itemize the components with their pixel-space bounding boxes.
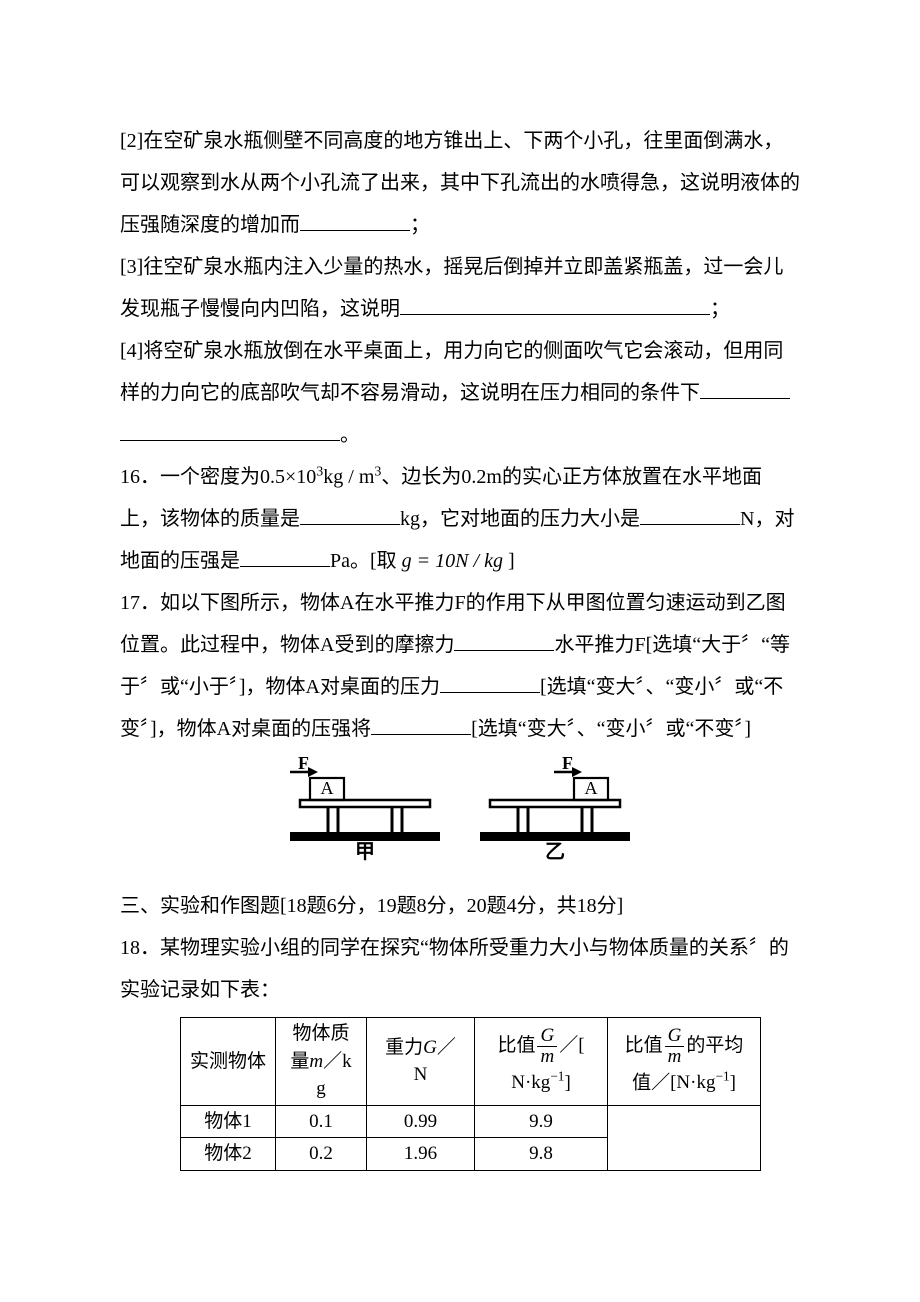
th-ratio-unit: N·kg−1 [511, 1072, 564, 1093]
table-row: 物体1 0.1 0.99 9.9 [181, 1105, 761, 1138]
q16-g-expr-text: g = 10N / kg [402, 550, 503, 572]
th-mass-l3: g [316, 1078, 326, 1099]
q16-density-num: 0.5×10 [260, 466, 316, 488]
diagram-label-F: F [298, 754, 309, 773]
blank [440, 673, 540, 693]
th-avg-close: ] [730, 1072, 736, 1093]
diagram-label-F: F [562, 754, 573, 773]
cell-ratio: 9.9 [475, 1105, 608, 1138]
q18-lead: 18．某物理实验小组的同学在探究“物体所受重力大小与物体质量的关系〞的实验记录如… [120, 927, 800, 1011]
th-avg: 比值Gm的平均 值／[N·kg−1] [608, 1018, 761, 1106]
th-weight-l2: N [414, 1064, 428, 1085]
blank [640, 505, 740, 525]
th-ratio: 比值Gm／[ N·kg−1] [475, 1018, 608, 1106]
th-avg-unit: N·kg−1 [676, 1072, 729, 1093]
q15-p2-tail: ； [410, 214, 430, 236]
cell-G: 0.99 [367, 1105, 475, 1138]
q16-g-expr: g = 10N / kg [397, 550, 508, 572]
th-avg-l2a: 值／[ [632, 1072, 676, 1093]
diagram-caption-left: 甲 [355, 841, 375, 863]
q16-lead: 16．一个密度为 [120, 466, 260, 488]
blank [300, 211, 410, 231]
th-ratio-unit-exp: −1 [550, 1069, 564, 1084]
q17-mid3: [选填“变大〞、“变小〞或“不变〞] [471, 718, 751, 740]
diagram-caption-right: 乙 [545, 841, 565, 863]
blank [700, 379, 790, 399]
th-ratio-close: ] [564, 1072, 570, 1093]
frac-den: m [537, 1047, 557, 1067]
q15-p4-tail: 。 [340, 424, 360, 446]
q16-tail: ] [508, 550, 515, 572]
blank [371, 715, 471, 735]
cell-G: 1.96 [367, 1138, 475, 1171]
q17: 17．如以下图所示，物体A在水平推力F的作用下从甲图位置匀速运动到乙图位置。此过… [120, 582, 800, 750]
th-weight: 重力G／ N [367, 1018, 475, 1106]
q15-p2-text: [2]在空矿泉水瓶侧壁不同高度的地方锥出上、下两个小孔，往里面倒满水，可以观察到… [120, 130, 800, 236]
th-ratio-unit-text: N·kg [511, 1072, 550, 1093]
blank [454, 631, 554, 651]
blank [400, 295, 710, 315]
blank [300, 505, 400, 525]
cell-m: 0.1 [276, 1105, 367, 1138]
th-weight-slash: ／ [437, 1037, 456, 1058]
diagram-right: A F 乙 [480, 754, 630, 863]
th-avg-post: 的平均 [686, 1035, 743, 1056]
th-mass: 物体质 量m／k g [276, 1018, 367, 1106]
table-header-row: 实测物体 物体质 量m／k g 重力G／ N 比值Gm／[ N·kg−1] 比值… [181, 1018, 761, 1106]
th-mass-l1: 物体质 [292, 1023, 349, 1044]
th-avg-pre: 比值 [625, 1035, 663, 1056]
blank [120, 421, 340, 441]
q18-table: 实测物体 物体质 量m／k g 重力G／ N 比值Gm／[ N·kg−1] 比值… [180, 1017, 761, 1171]
diagram-label-A: A [321, 778, 334, 798]
th-ratio-pre: 比值 [497, 1035, 535, 1056]
th-ratio-post: ／[ [559, 1035, 584, 1056]
q16-mid4: Pa。[取 [330, 550, 397, 572]
cell-obj: 物体2 [181, 1138, 276, 1171]
section3-title: 三、实验和作图题[18题6分，19题8分，20题4分，共18分] [120, 885, 800, 927]
q15-part3: [3]往空矿泉水瓶内注入少量的热水，摇晃后倒掉并立即盖紧瓶盖，过一会儿发现瓶子慢… [120, 246, 800, 330]
th-mass-m: m [309, 1051, 323, 1072]
frac-num: G [665, 1026, 685, 1047]
diagram-svg: A F 甲 A F [280, 754, 640, 864]
cell-ratio: 9.8 [475, 1138, 608, 1171]
th-weight-l1: 重力 [385, 1037, 423, 1058]
diagram-label-A: A [585, 778, 598, 798]
frac-icon: Gm [535, 1026, 559, 1067]
q15-part2: [2]在空矿泉水瓶侧壁不同高度的地方锥出上、下两个小孔，往里面倒满水，可以观察到… [120, 120, 800, 246]
frac-icon: Gm [663, 1026, 687, 1067]
q16-density: 0.5×103kg / m3 [260, 466, 381, 488]
th-object: 实测物体 [181, 1018, 276, 1106]
blank [240, 547, 330, 567]
cell-obj: 物体1 [181, 1105, 276, 1138]
q15-p3-tail: ； [710, 298, 730, 320]
th-weight-G: G [423, 1037, 437, 1058]
diagram-left: A F 甲 [290, 754, 440, 863]
q15-p4-text: [4]将空矿泉水瓶放倒在水平桌面上，用力向它的侧面吹气它会滚动，但用同样的力向它… [120, 340, 783, 404]
q15-part4: [4]将空矿泉水瓶放倒在水平桌面上，用力向它的侧面吹气它会滚动，但用同样的力向它… [120, 330, 800, 456]
q16: 16．一个密度为0.5×103kg / m3、边长为0.2m的实心正方体放置在水… [120, 456, 800, 582]
page-content: [2]在空矿泉水瓶侧壁不同高度的地方锥出上、下两个小孔，往里面倒满水，可以观察到… [0, 0, 920, 1231]
cell-m: 0.2 [276, 1138, 367, 1171]
th-avg-unit-exp: −1 [715, 1069, 729, 1084]
q16-density-unit: kg / m [323, 466, 374, 488]
frac-num: G [537, 1026, 557, 1047]
th-mass-l2b: ／k [323, 1051, 352, 1072]
th-mass-l2a: 量 [290, 1051, 309, 1072]
cell-avg [608, 1105, 761, 1170]
frac-den: m [665, 1047, 685, 1067]
th-avg-unit-text: N·kg [676, 1072, 715, 1093]
q16-mid2: kg，它对地面的压力大小是 [400, 508, 640, 530]
q17-diagram: A F 甲 A F [120, 754, 800, 879]
